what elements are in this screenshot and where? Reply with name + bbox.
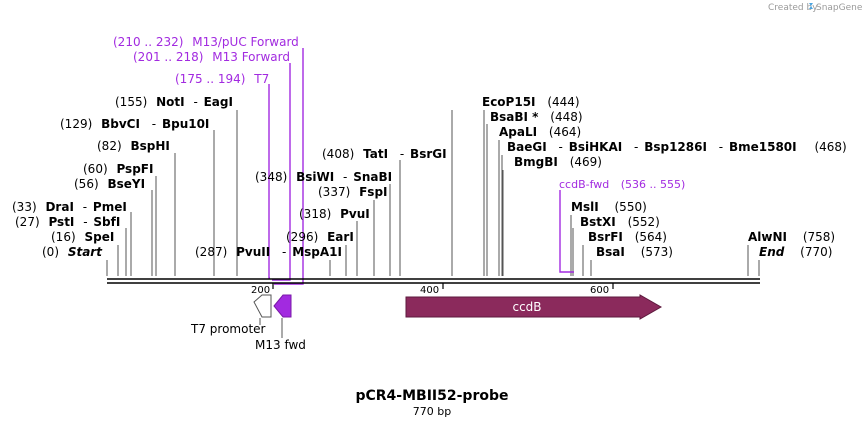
site-bsiwi-label[interactable]: (348) BsiWI - SnaBI	[255, 170, 392, 184]
primer-m13-label[interactable]: (201 .. 218) M13 Forward	[133, 50, 290, 64]
tick-marks	[272, 283, 614, 289]
site-pvui-label[interactable]: (318) PvuI	[299, 207, 370, 221]
plasmid-length: 770 bp	[413, 405, 451, 418]
primer-m13puc-marker	[274, 48, 304, 285]
site-tati-label[interactable]: (408) TatI - BsrGI	[322, 147, 447, 161]
site-eari-label[interactable]: (296) EarI	[286, 230, 354, 244]
primer-m13-marker	[272, 63, 291, 281]
primer-t7-label[interactable]: (175 .. 194) T7	[175, 72, 269, 86]
site-spei-label[interactable]: (16) SpeI	[51, 230, 114, 244]
site-drai-label[interactable]: (33) DraI - PmeI	[12, 200, 127, 214]
m13-fwd-feature[interactable]	[273, 294, 292, 318]
primer-m13puc-label[interactable]: (210 .. 232) M13/pUC Forward	[113, 35, 299, 49]
site-end-label[interactable]: End (770)	[759, 245, 832, 259]
tick-label-600: 600	[590, 285, 609, 296]
tick-label-200: 200	[251, 285, 270, 296]
primer-ccdb-marker	[559, 190, 574, 273]
site-bstxi-label[interactable]: BstXI (552)	[580, 215, 660, 229]
site-alwni-label[interactable]: AlwNI (758)	[748, 230, 835, 244]
site-bsabi-label[interactable]: BsaBI * (448)	[490, 110, 583, 124]
snapgene-logo-icon	[809, 3, 813, 9]
snapgene-brand: SnapGene	[816, 3, 863, 13]
ccdb-feature[interactable]	[405, 294, 663, 320]
plasmid-name: pCR4-MBII52-probe	[355, 388, 508, 404]
primer-t7-marker	[268, 84, 270, 279]
cut-site-lines	[106, 110, 760, 276]
site-bbvci-label[interactable]: (129) BbvCI - Bpu10I	[60, 117, 209, 131]
primer-ccdb-label[interactable]: ccdB-fwd (536 .. 555)	[559, 178, 685, 191]
t7-promoter-feature[interactable]	[253, 294, 272, 318]
site-baegi-label[interactable]: BaeGI - BsiHKAI - Bsp1286I - Bme1580I (4…	[507, 140, 847, 154]
site-pspfi-label[interactable]: (60) PspFI	[83, 162, 153, 176]
m13-fwd-label: M13 fwd	[255, 338, 306, 352]
site-apali-label[interactable]: ApaLI (464)	[499, 125, 581, 139]
site-psti-label[interactable]: (27) PstI - SbfI	[15, 215, 120, 229]
site-fspi-label[interactable]: (337) FspI	[318, 185, 388, 199]
site-msli-label[interactable]: MslI (550)	[571, 200, 647, 214]
site-bseyi-label[interactable]: (56) BseYI	[74, 177, 145, 191]
site-bsrfi-label[interactable]: BsrFI (564)	[588, 230, 667, 244]
site-pvuii-label[interactable]: (287) PvuII - MspA1I	[195, 245, 342, 259]
t7-promoter-label: T7 promoter	[190, 322, 266, 336]
primer-markers	[268, 48, 574, 285]
site-ecop15i-label[interactable]: EcoP15I (444)	[482, 95, 580, 109]
ccdb-feature-label: ccdB	[512, 300, 541, 314]
site-bsphi-label[interactable]: (82) BspHI	[97, 139, 170, 153]
site-bmgbi-label[interactable]: BmgBI (469)	[514, 155, 602, 169]
site-bsai-label[interactable]: BsaI (573)	[596, 245, 673, 259]
site-start-label[interactable]: (0) Start	[42, 245, 103, 259]
created-by-label: Created by	[768, 3, 818, 13]
tick-label-400: 400	[420, 285, 439, 296]
site-noti-label[interactable]: (155) NotI - EagI	[115, 95, 233, 109]
